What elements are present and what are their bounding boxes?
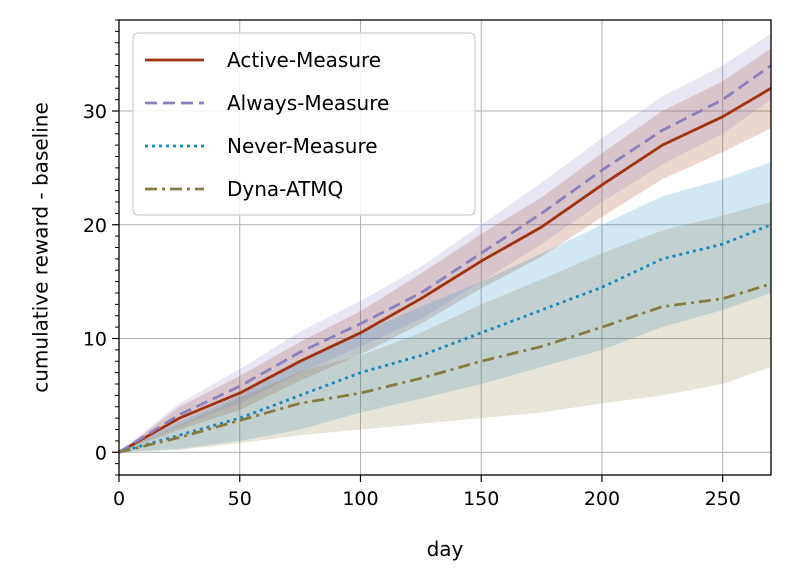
- y-tick-label: 0: [95, 442, 107, 464]
- line-always-measure: [118, 64, 772, 454]
- legend-label: Always-Measure: [227, 91, 389, 115]
- y-tick-label: 20: [83, 215, 107, 237]
- x-tick-label: 150: [463, 488, 499, 510]
- x-tick-label: 50: [228, 488, 252, 510]
- y-tick-label: 30: [83, 101, 107, 123]
- x-tick-label: 250: [705, 488, 741, 510]
- legend-label: Never-Measure: [227, 134, 378, 158]
- x-axis-label: day: [427, 537, 464, 561]
- legend: Active-Measure Always-Measure Never-Measur…: [132, 32, 476, 216]
- x-tick-label: 0: [113, 488, 125, 510]
- line-dyna-atmq: [118, 282, 772, 454]
- legend-label: Active-Measure: [227, 48, 381, 72]
- band-always-measure: [119, 33, 771, 453]
- y-tick-label: 10: [83, 329, 107, 351]
- band-dyna-atmq: [119, 202, 771, 453]
- axis-ticks: 0 50 100 150 200 250 0 10 20 30: [83, 19, 741, 510]
- x-tick-label: 200: [584, 488, 620, 510]
- band-active-measure: [119, 48, 771, 453]
- legend-label: Dyna-ATMQ: [227, 177, 343, 201]
- series-lines: [118, 64, 772, 454]
- y-axis-label: cumulative reward - baseline: [29, 102, 53, 393]
- line-active-measure: [118, 87, 772, 454]
- confidence-bands: [119, 33, 771, 453]
- legend-box: [132, 32, 476, 216]
- band-never-measure: [119, 162, 771, 453]
- x-tick-label: 100: [342, 488, 378, 510]
